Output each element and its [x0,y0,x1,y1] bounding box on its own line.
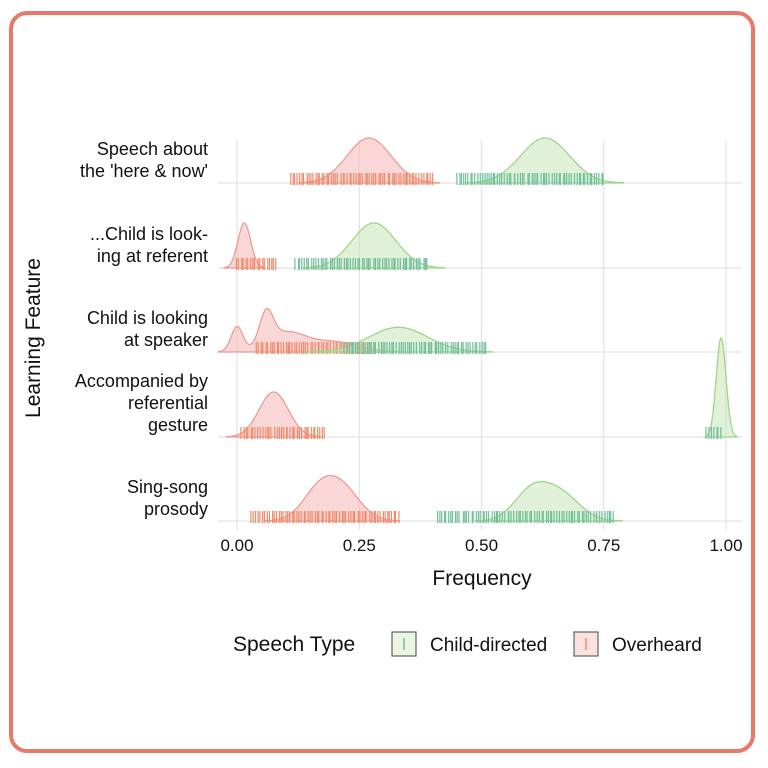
category-label: gesture [148,415,208,435]
density-overheard [226,391,322,438]
category-label: the 'here & now' [80,161,208,181]
chart-frame [9,11,755,753]
y-axis-title: Learning Feature [22,258,45,418]
category-label: prosody [144,499,208,519]
legend-label-child-directed: Child-directed [430,635,547,656]
x-axis-title: Frequency [432,567,532,590]
category-label: referential [128,393,208,413]
density-overheard [297,137,441,184]
category-label: ...Child is look- [90,224,208,244]
category-label: Sing-song [127,477,208,497]
category-label: ing at referent [97,246,208,266]
legend: Speech Type Child-directed Overheard [233,631,702,657]
x-tick-label: 0.75 [587,536,620,555]
category-label: Child is looking [87,308,208,328]
category-label: Accompanied by [75,371,208,391]
x-tick-label: 0.25 [343,536,376,555]
category-label: at speaker [124,330,208,350]
x-tick-label: 0.00 [220,536,253,555]
ridge-layer [217,137,738,523]
category-label: Speech about [97,139,208,159]
legend-label-overheard: Overheard [612,635,702,656]
density-child-directed [704,337,738,438]
x-tick-label: 1.00 [709,536,742,555]
x-axis-ticks: 0.00 0.25 0.50 0.75 1.00 [220,536,742,555]
x-tick-label: 0.50 [465,536,498,555]
legend-title: Speech Type [233,633,355,656]
